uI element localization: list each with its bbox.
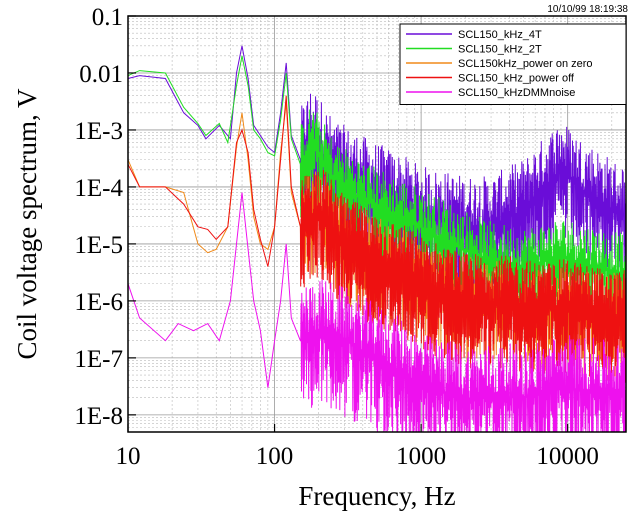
series-line-2 xyxy=(127,55,627,323)
legend-label: SCL150_kHzDMMnoise xyxy=(458,87,575,99)
legend: SCL150_kHz_4T SCL150_kHz_2T SCL150kHz_powe… xyxy=(399,23,627,105)
timestamp: 10/10/99 18:19:38 xyxy=(547,4,628,15)
x-tick-label: 100 xyxy=(256,443,294,470)
y-tick-label: 1E-6 xyxy=(74,289,123,316)
x-tick-label: 10000 xyxy=(536,443,599,470)
legend-label: SCL150kHz_power on zero xyxy=(458,58,593,70)
x-axis-label: Frequency, Hz xyxy=(298,481,455,511)
plot-frame xyxy=(127,15,627,433)
y-tick-label: 0.1 xyxy=(92,4,123,31)
x-tick-label: 1000 xyxy=(396,443,446,470)
y-axis-label: Coil voltage spectrum, V xyxy=(12,88,42,359)
y-tick-label: 1E-4 xyxy=(74,175,123,202)
legend-label: SCL150_kHz_2T xyxy=(458,44,542,56)
legend-box xyxy=(399,23,627,105)
y-tick-label: 1E-7 xyxy=(74,346,123,373)
x-tick-label: 10 xyxy=(116,443,141,470)
y-tick-label: 1E-8 xyxy=(74,403,123,430)
y-tick-label: 1E-3 xyxy=(74,118,123,145)
axes: 10 100 1000 10000 0.1 0.01 1E-3 1E-4 1E-5 1E-6 1E-… xyxy=(74,4,599,470)
y-tick-label: 1E-5 xyxy=(74,232,123,259)
legend-label: SCL150_kHz_4T xyxy=(458,29,542,41)
y-tick-label: 0.01 xyxy=(79,61,123,88)
legend-label: SCL150_kHz_power off xyxy=(458,73,575,85)
